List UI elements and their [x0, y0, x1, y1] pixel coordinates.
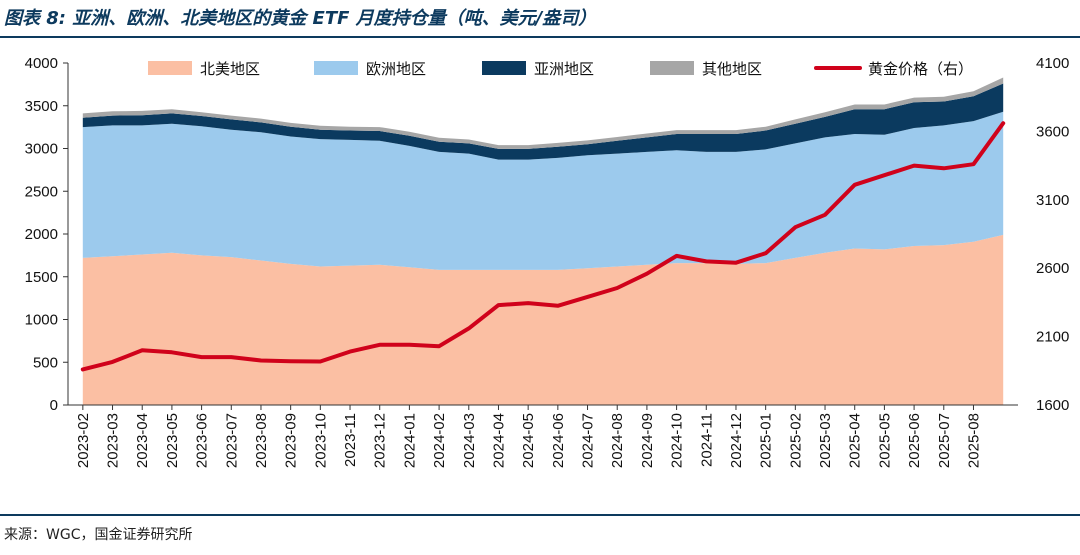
- x-tick-label: 2024-12: [728, 413, 745, 468]
- legend-item: 其他地区: [650, 60, 762, 78]
- x-tick-label: 2023-12: [372, 413, 389, 468]
- legend-swatch: [650, 61, 694, 75]
- legend-label: 亚洲地区: [534, 60, 594, 78]
- left-tick-label: 3000: [25, 141, 58, 158]
- x-tick-label: 2025-04: [847, 413, 864, 468]
- legend-label: 欧洲地区: [366, 60, 426, 78]
- title-divider: [0, 36, 1080, 38]
- x-tick-label: 2023-09: [283, 413, 300, 468]
- x-tick-label: 2023-10: [312, 413, 329, 468]
- right-tick-label: 1600: [1036, 397, 1069, 414]
- area-asia: [82, 83, 1004, 160]
- x-tick-label: 2023-04: [134, 413, 151, 468]
- x-tick-label: 2023-05: [164, 413, 181, 468]
- source-note: 来源：WGC，国金证券研究所: [4, 527, 193, 543]
- right-tick-label: 3100: [1036, 192, 1069, 209]
- left-tick-label: 4000: [25, 55, 58, 72]
- legend-item: 亚洲地区: [482, 60, 594, 78]
- area-europe: [82, 111, 1004, 270]
- legend-item: 欧洲地区: [314, 60, 426, 78]
- gold-price-line: [80, 121, 1006, 372]
- x-tick-label: 2025-05: [876, 413, 893, 468]
- x-tick-label: 2024-02: [431, 413, 448, 468]
- legend: 北美地区 欧洲地区 亚洲地区 其他地区 黄金价格（右）: [148, 60, 973, 78]
- x-tick-label: 2025-01: [758, 413, 775, 468]
- x-tick-label: 2025-02: [787, 413, 804, 468]
- x-tick-label: 2023-08: [253, 413, 270, 468]
- x-tick-label: 2024-01: [401, 413, 418, 468]
- etf-holdings-chart: 0 500 1000 1500 2000 2500 3000 3500 4000 1600 2100…: [25, 55, 1070, 468]
- x-tick-label: 2025-07: [936, 413, 953, 468]
- x-tick-label: 2023-06: [194, 413, 211, 468]
- legend-label: 其他地区: [702, 60, 762, 78]
- x-tick-label: 2024-10: [669, 413, 686, 468]
- x-tick-label: 2025-06: [906, 413, 923, 468]
- right-tick-label: 4100: [1036, 55, 1069, 72]
- right-tick-label: 2600: [1036, 260, 1069, 277]
- x-tick-label: 2023-02: [75, 413, 92, 468]
- left-tick-label: 1000: [25, 312, 58, 329]
- x-tick-label: 2025-03: [817, 413, 834, 468]
- x-tick-label: 2024-09: [639, 413, 656, 468]
- legend-swatch: [482, 61, 526, 75]
- title-bar: 图表 8: 亚洲、欧洲、北美地区的黄金 ETF 月度持仓量（吨、美元/盎司）: [0, 0, 1080, 34]
- x-tick-label: 2023-11: [342, 413, 359, 467]
- x-tick-label: 2023-07: [223, 413, 240, 468]
- legend-label: 黄金价格（右）: [868, 60, 973, 78]
- x-tick-label: 2024-11: [698, 413, 715, 467]
- legend-item: 北美地区: [148, 60, 260, 78]
- left-tick-label: 2000: [25, 226, 58, 243]
- x-tick-label: 2024-08: [609, 413, 626, 468]
- left-tick-label: 3500: [25, 98, 58, 115]
- x-tick-label: 2024-03: [461, 413, 478, 468]
- left-tick-label: 2500: [25, 183, 58, 200]
- x-tick-label: 2024-07: [580, 413, 597, 468]
- right-tick-label: 2100: [1036, 329, 1069, 346]
- x-tick-label: 2023-03: [105, 413, 122, 468]
- left-tick-label: 1500: [25, 269, 58, 286]
- left-tick-label: 500: [33, 354, 58, 371]
- right-tick-label: 3600: [1036, 123, 1069, 140]
- x-tick-label: 2024-05: [520, 413, 537, 468]
- legend-item: 黄金价格（右）: [814, 60, 973, 78]
- chart-title: 图表 8: 亚洲、欧洲、北美地区的黄金 ETF 月度持仓量（吨、美元/盎司）: [4, 8, 597, 29]
- left-tick-label: 0: [50, 397, 58, 414]
- x-tick-label: 2024-04: [490, 413, 507, 468]
- footer-divider: [0, 514, 1080, 516]
- legend-swatch: [148, 61, 192, 75]
- legend-swatch: [314, 61, 358, 75]
- x-tick-label: 2025-08: [965, 413, 982, 468]
- legend-label: 北美地区: [200, 60, 260, 78]
- x-tick-label: 2024-06: [550, 413, 567, 468]
